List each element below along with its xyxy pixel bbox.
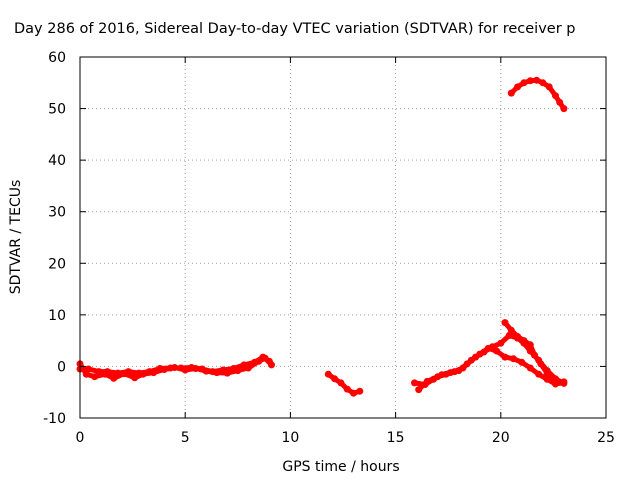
data-point: [343, 385, 351, 393]
data-point: [526, 364, 534, 372]
data-point: [356, 387, 364, 395]
data-point: [91, 373, 99, 381]
data-point: [145, 368, 153, 376]
data-point: [467, 356, 475, 364]
data-point: [484, 344, 492, 352]
data-point: [188, 364, 195, 371]
x-tick-label: 15: [387, 430, 405, 446]
series-line: [502, 320, 563, 385]
y-tick-label: 20: [48, 256, 66, 272]
x-tick-label: 20: [492, 430, 510, 446]
data-point: [501, 319, 509, 327]
y-tick-label: -10: [43, 411, 66, 427]
data-point: [520, 337, 528, 345]
data-point: [549, 375, 557, 383]
data-point: [411, 379, 418, 387]
data-point: [531, 351, 538, 359]
data-point: [533, 76, 541, 84]
data-point: [509, 355, 517, 363]
data-point: [539, 79, 547, 87]
data-point: [434, 373, 442, 381]
plot-frame: [79, 56, 607, 419]
data-point: [518, 358, 526, 366]
data-point: [556, 378, 564, 386]
data-point: [95, 368, 103, 376]
grid-lines: [80, 57, 606, 418]
data-point: [545, 83, 553, 91]
x-tick-label: 5: [181, 430, 190, 446]
data-point: [219, 366, 227, 374]
y-tick-label: 30: [48, 205, 66, 221]
data-point: [251, 358, 259, 366]
data-point: [110, 374, 118, 382]
y-axis-label: SDTVAR / TECUs: [8, 180, 24, 295]
data-point: [209, 368, 217, 376]
data-point: [84, 365, 92, 373]
data-point: [350, 389, 357, 397]
data-point: [177, 364, 185, 372]
y-tick-label: 10: [48, 308, 66, 324]
data-point: [537, 360, 545, 368]
data-point: [114, 369, 122, 377]
series-arc-early-morning-b: [76, 353, 273, 377]
data-point: [560, 105, 568, 113]
data-point: [476, 350, 484, 358]
data-point: [167, 364, 174, 372]
data-point: [514, 333, 522, 340]
data-point: [442, 370, 450, 378]
data-point: [131, 374, 139, 382]
y-tick-label: 60: [48, 50, 66, 66]
data-point: [535, 370, 543, 378]
axis-ticks: 0 5 10 15 20 25 -10 0 10 20 30 40 50 60: [43, 50, 615, 446]
data-point: [331, 375, 339, 383]
y-tick-label: 40: [48, 153, 66, 169]
data-point: [501, 353, 509, 361]
y-tick-label: 0: [57, 359, 66, 375]
data-point: [124, 368, 132, 376]
data-point: [156, 365, 164, 372]
data-point: [507, 89, 515, 97]
x-tick-label: 10: [281, 430, 299, 446]
data-point: [198, 365, 206, 373]
data-point: [324, 370, 332, 378]
data-point: [556, 98, 564, 106]
series-arc-noon: [324, 370, 364, 397]
data-point: [423, 377, 431, 385]
x-axis-label: GPS time / hours: [282, 459, 399, 475]
data-point: [459, 364, 467, 372]
data-point: [514, 83, 522, 91]
data-point: [526, 77, 534, 85]
y-tick-label: 50: [48, 102, 66, 118]
data-point: [526, 341, 534, 349]
data-point: [497, 339, 505, 347]
data-point: [135, 369, 143, 377]
series-arc-high: [507, 76, 568, 113]
data-point: [415, 386, 423, 394]
data-point: [259, 353, 267, 361]
x-tick-label: 25: [597, 430, 615, 446]
data-point: [493, 347, 501, 355]
data-point: [543, 369, 551, 377]
data-point: [103, 368, 111, 376]
data-series: [76, 76, 568, 397]
data-point: [552, 92, 559, 100]
data-point: [507, 326, 515, 334]
data-point: [240, 361, 248, 369]
series-arc-evening-c: [501, 319, 564, 386]
data-point: [520, 79, 528, 87]
data-point: [230, 365, 238, 372]
x-tick-label: 0: [76, 430, 85, 446]
chart-title: Day 286 of 2016, Sidereal Day-to-day VTE…: [14, 21, 575, 37]
data-point: [265, 357, 273, 365]
data-point: [451, 368, 458, 376]
data-point: [337, 379, 345, 387]
